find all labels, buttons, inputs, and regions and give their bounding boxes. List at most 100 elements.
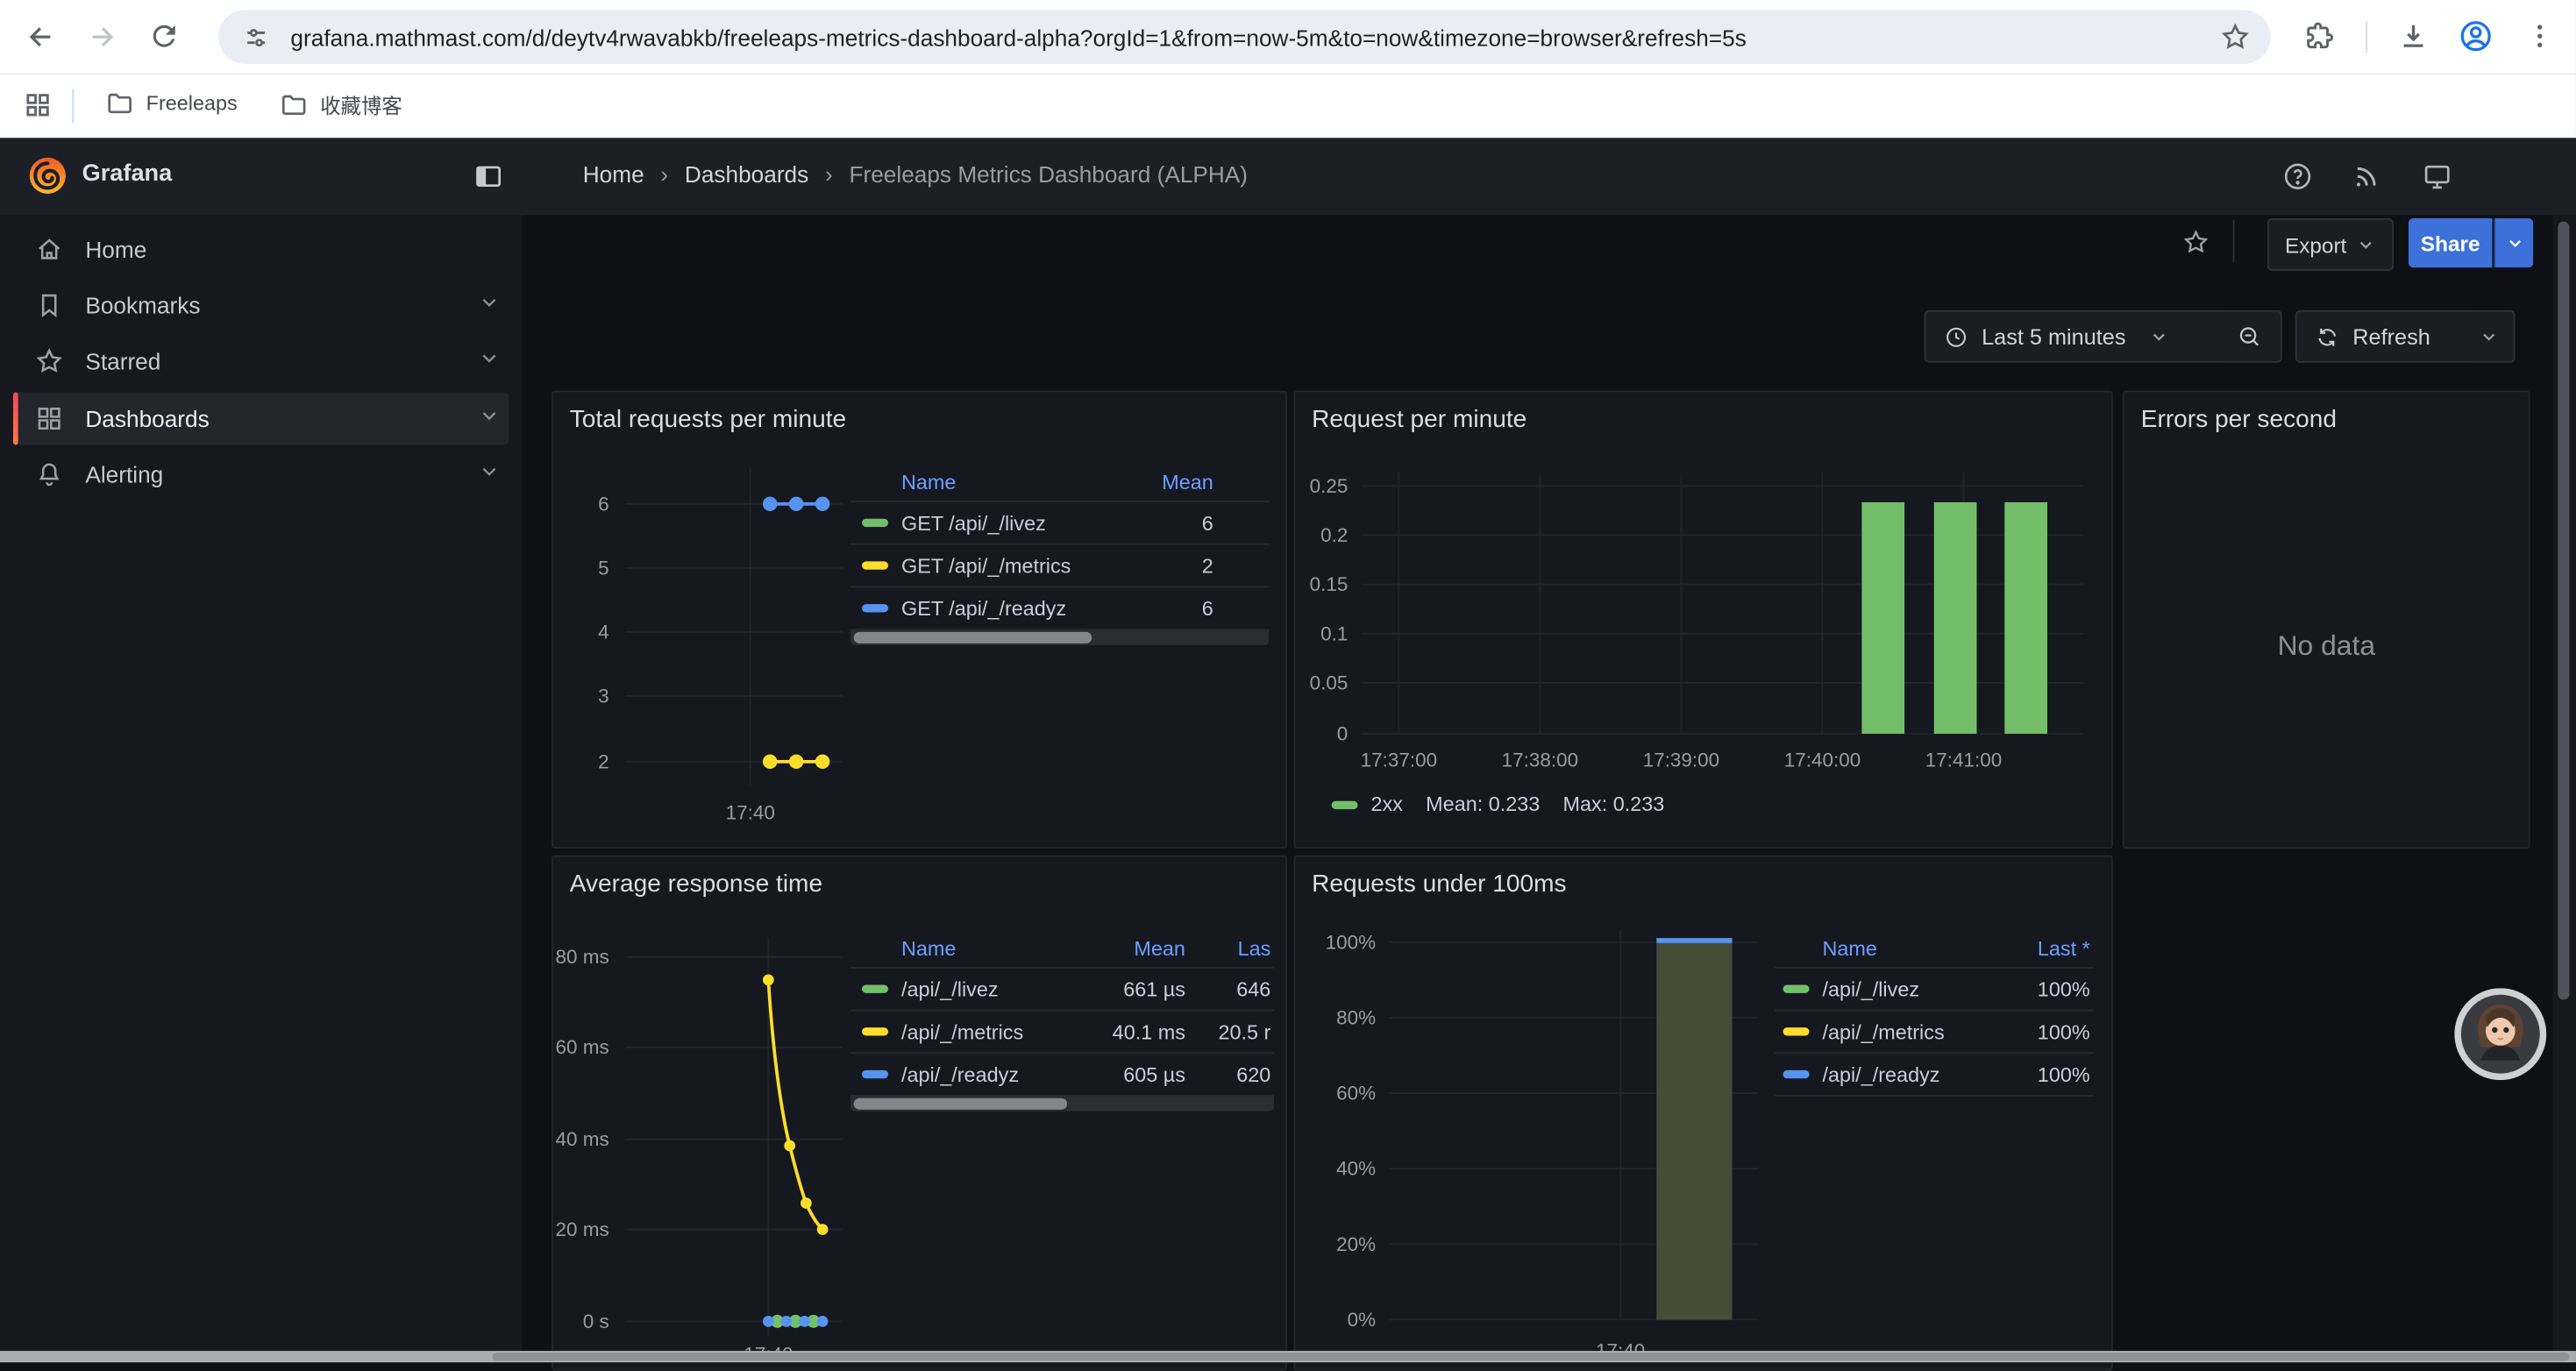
legend-col-last[interactable]: Last * <box>2038 937 2090 960</box>
legend-col-mean[interactable]: Mean <box>1162 471 1213 494</box>
news-rss-icon[interactable] <box>2351 161 2382 193</box>
legend-row[interactable]: GET /api/_/readyz 6 <box>850 586 1269 629</box>
url-text[interactable]: grafana.mathmast.com/d/deytv4rwavabkb/fr… <box>290 24 2195 50</box>
series-name[interactable]: /api/_/livez <box>1822 977 1919 1000</box>
legend-col-name[interactable]: Name <box>901 471 956 494</box>
back-icon[interactable] <box>23 19 57 53</box>
y-tick: 40 ms <box>553 1127 609 1150</box>
legend-table: Name Mean GET /api/_/livez 6 GET /api/_/… <box>850 465 1269 645</box>
share-menu-button[interactable] <box>2494 218 2533 267</box>
legend-scrollbar[interactable] <box>850 1095 1274 1112</box>
sidebar-item-home[interactable]: Home <box>13 224 509 276</box>
bookmark-folder-blogs[interactable]: 收藏博客 <box>279 89 402 120</box>
scrollbar-thumb[interactable] <box>854 632 1092 643</box>
assistant-avatar[interactable] <box>2454 988 2546 1080</box>
kiosk-monitor-icon[interactable] <box>2422 161 2453 193</box>
share-button[interactable]: Share <box>2409 218 2492 267</box>
url-bar[interactable]: grafana.mathmast.com/d/deytv4rwavabkb/fr… <box>218 10 2271 64</box>
refresh-button[interactable]: Refresh <box>2295 310 2466 363</box>
y-tick: 40% <box>1295 1157 1376 1180</box>
series-name[interactable]: /api/_/livez <box>901 977 999 1000</box>
series-color-pill <box>1783 985 1810 993</box>
legend-row[interactable]: /api/_/livez 661 µs 646 <box>850 967 1274 1010</box>
series-last: 20.5 r <box>1185 1020 1270 1043</box>
legend-header: Name Mean Las <box>850 931 1274 967</box>
panel-request-per-minute[interactable]: Request per minute 0.25 0.2 0.15 0.1 0.0… <box>1294 391 2113 849</box>
legend-col-last[interactable]: Las <box>1185 937 1270 960</box>
series-name[interactable]: /api/_/readyz <box>901 1062 1019 1085</box>
breadcrumb-home[interactable]: Home <box>583 161 644 188</box>
extensions-icon[interactable] <box>2302 19 2334 52</box>
page-scrollbar-thumb[interactable] <box>2558 222 2569 1000</box>
series-name[interactable]: /api/_/metrics <box>1822 1020 1944 1043</box>
legend-row[interactable]: GET /api/_/metrics 2 <box>850 543 1269 586</box>
legend-col-name[interactable]: Name <box>901 937 956 960</box>
series-name[interactable]: GET /api/_/metrics <box>901 554 1071 577</box>
y-tick: 0.25 <box>1295 474 1348 497</box>
y-tick: 0.2 <box>1295 523 1348 546</box>
grafana-logo[interactable] <box>26 154 69 197</box>
browser-menu-icon[interactable] <box>2523 19 2556 52</box>
legend-col-name[interactable]: Name <box>1822 937 1876 960</box>
bookmarks-bar: Freeleaps 收藏博客 <box>0 74 2576 139</box>
x-tick: 17:41:00 <box>1914 749 2012 771</box>
legend-row[interactable]: GET /api/_/livez 6 <box>850 501 1269 543</box>
reload-icon[interactable] <box>148 19 181 52</box>
sidebar-item-dashboards[interactable]: Dashboards <box>13 393 509 445</box>
panel-avg-response-time[interactable]: Average response time 80 ms 6 <box>551 856 1287 1371</box>
series-name[interactable]: /api/_/readyz <box>1822 1062 1939 1085</box>
panel-total-requests[interactable]: Total requests per minute 6 5 4 3 2 17:4… <box>551 391 1287 849</box>
panel-errors-per-second[interactable]: Errors per second No data <box>2123 391 2530 849</box>
series-mean: 6 <box>1202 597 1213 620</box>
export-button[interactable]: Export <box>2267 218 2394 271</box>
time-range-picker[interactable]: Last 5 minutes <box>1925 310 2224 363</box>
legend-row[interactable]: /api/_/livez 100% <box>1775 967 2093 1010</box>
y-tick: 0.15 <box>1295 573 1348 596</box>
chevron-down-icon[interactable] <box>478 459 501 482</box>
legend-row[interactable]: /api/_/readyz 100% <box>1775 1052 2093 1097</box>
help-icon[interactable] <box>2282 161 2314 193</box>
brand-label[interactable]: Grafana <box>82 161 173 188</box>
series-last: 100% <box>2038 977 2090 1000</box>
scrollbar-thumb[interactable] <box>854 1098 1067 1110</box>
y-tick: 2 <box>553 750 609 773</box>
forward-icon[interactable] <box>85 19 119 53</box>
favorite-star-icon[interactable] <box>2182 228 2210 256</box>
chevron-down-icon[interactable] <box>478 290 501 313</box>
panel-title[interactable]: Errors per second <box>2141 406 2337 434</box>
legend-mean: Mean: 0.233 <box>1426 792 1540 815</box>
bookmark-folder-freeleaps[interactable]: Freeleaps <box>105 89 238 118</box>
legend-item-2xx[interactable]: 2xx <box>1332 792 1403 815</box>
refresh-interval-button[interactable] <box>2465 310 2516 363</box>
series-name[interactable]: GET /api/_/readyz <box>901 597 1066 620</box>
sidebar-item-alerting[interactable]: Alerting <box>13 448 509 501</box>
panel-requests-under-100ms[interactable]: Requests under 100ms 100% 80% 60% 40% 20… <box>1294 856 2113 1371</box>
legend-row[interactable]: /api/_/metrics 40.1 ms 20.5 r <box>850 1010 1274 1053</box>
y-tick: 80% <box>1295 1006 1376 1029</box>
breadcrumb-dashboards[interactable]: Dashboards <box>685 161 808 188</box>
legend-scrollbar[interactable] <box>850 629 1269 645</box>
series-mean: 6 <box>1202 511 1213 534</box>
bookmark-label: Freeleaps <box>146 92 238 115</box>
site-settings-icon[interactable] <box>241 22 271 52</box>
dock-sidebar-icon[interactable] <box>473 161 504 193</box>
sidebar-item-bookmarks[interactable]: Bookmarks <box>13 279 509 331</box>
legend-row[interactable]: /api/_/metrics 100% <box>1775 1010 2093 1053</box>
sidebar-item-starred[interactable]: Starred <box>13 335 509 387</box>
y-tick: 0.05 <box>1295 671 1348 694</box>
zoom-out-button[interactable] <box>2218 310 2282 363</box>
folder-icon <box>279 89 309 119</box>
downloads-icon[interactable] <box>2397 19 2430 52</box>
sidebar-item-label: Dashboards <box>85 406 209 432</box>
series-name[interactable]: GET /api/_/livez <box>901 511 1046 534</box>
apps-grid-icon[interactable] <box>23 90 53 120</box>
profile-icon[interactable] <box>2458 18 2494 54</box>
home-icon <box>13 235 85 265</box>
bookmark-star-icon[interactable] <box>2220 21 2252 53</box>
chevron-down-icon[interactable] <box>478 404 501 427</box>
series-name[interactable]: /api/_/metrics <box>901 1020 1023 1043</box>
horizontal-scrollbar-thumb[interactable] <box>493 1353 2570 1360</box>
chevron-down-icon[interactable] <box>478 346 501 369</box>
legend-row[interactable]: /api/_/readyz 605 µs 620 <box>850 1052 1274 1095</box>
legend-col-mean[interactable]: Mean <box>1087 937 1185 960</box>
